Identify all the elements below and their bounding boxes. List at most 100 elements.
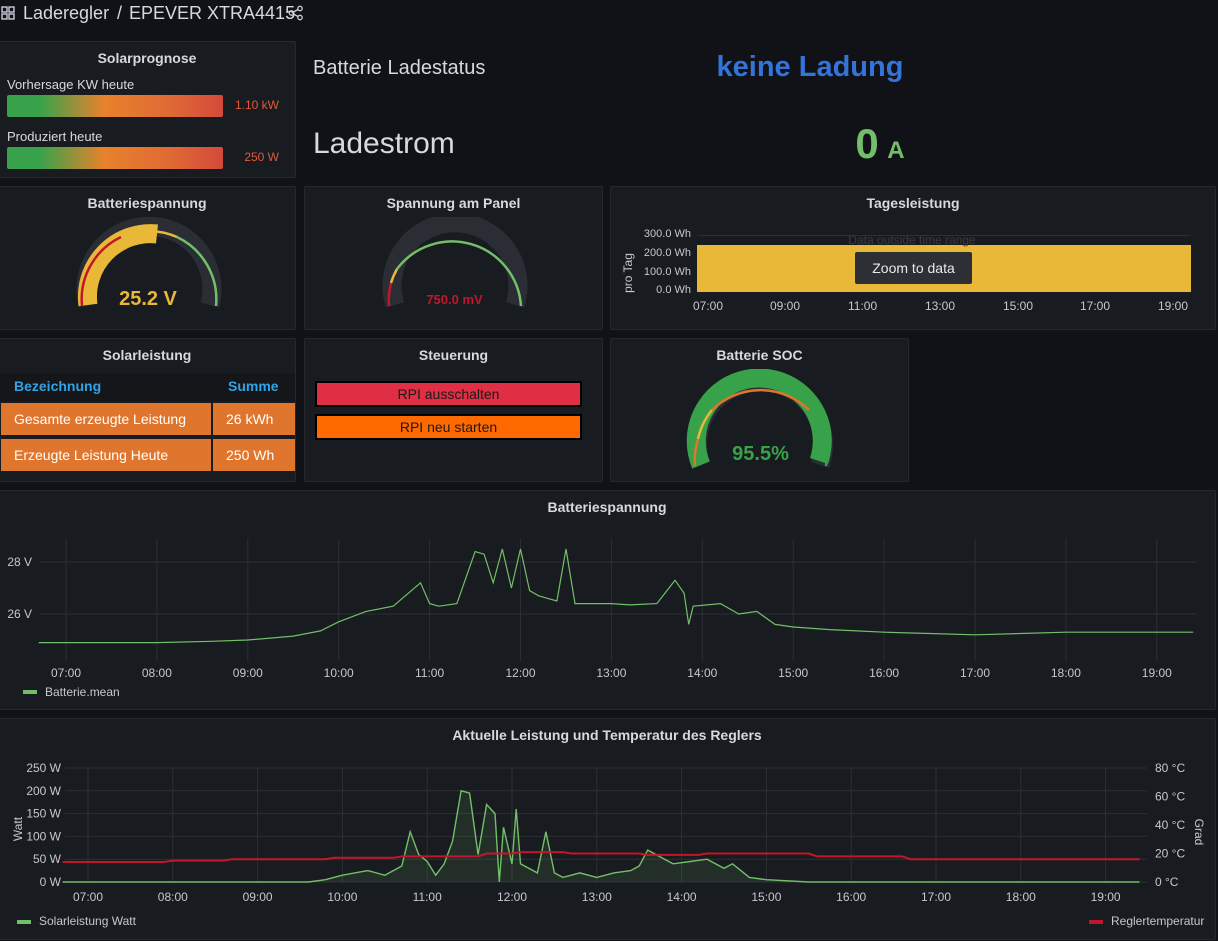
- share-icon[interactable]: [288, 5, 304, 21]
- x-tick: 14:00: [687, 666, 717, 680]
- rpi-shutdown-button[interactable]: RPI ausschalten: [315, 381, 582, 407]
- table-cell-name: Erzeugte Leistung Heute: [1, 439, 211, 471]
- forecast-bar: [7, 95, 223, 117]
- y-tick: 0 W: [40, 875, 62, 889]
- x-tick: 17:00: [921, 890, 951, 904]
- charge-status-value: keine Ladung: [716, 51, 904, 83]
- table-cell-name: Gesamte erzeugte Leistung: [1, 403, 211, 435]
- x-tick: 10:00: [327, 890, 357, 904]
- grid-line: [697, 235, 1191, 236]
- y-tick: 150 W: [26, 807, 61, 821]
- dashboard-grid-icon[interactable]: [1, 6, 15, 20]
- battery-voltage-chart: 07:00 08:00 09:00 10:00 11:00 12:00 13:00 14:00…: [7, 539, 1197, 680]
- battery-voltage-chart-panel: Batteriespannung 07:00 08:00 09:00 10:00 11:…: [0, 490, 1216, 710]
- x-tick: 09:00: [243, 890, 273, 904]
- x-tick: 14:00: [667, 890, 697, 904]
- x-tick: 08:00: [142, 666, 172, 680]
- x-tick: 19:00: [1142, 666, 1172, 680]
- y-tick: 300.0 Wh: [643, 228, 691, 240]
- panel-title: Tagesleistung: [866, 195, 960, 211]
- panel-title: Spannung am Panel: [386, 195, 521, 211]
- panel-voltage-gauge: [382, 217, 528, 308]
- panel-title: Solarleistung: [102, 347, 192, 363]
- charge-current-label: Ladestrom: [313, 127, 455, 160]
- current-number: 0: [855, 120, 879, 167]
- x-tick: 17:00: [1080, 299, 1111, 313]
- table-header: [0, 373, 295, 401]
- forecast-label: Vorhersage KW heute: [7, 77, 135, 92]
- column-header-name[interactable]: Bezeichnung: [14, 378, 102, 394]
- x-tick: 07:00: [693, 299, 724, 313]
- x-tick: 10:00: [324, 666, 354, 680]
- x-tick: 11:00: [415, 666, 444, 680]
- y-tick: 0.0 Wh: [656, 284, 691, 296]
- zoom-to-data-button[interactable]: Zoom to data: [855, 252, 972, 284]
- legend-swatch: [1089, 920, 1103, 924]
- x-tick: 15:00: [778, 666, 808, 680]
- x-tick: 12:00: [497, 890, 527, 904]
- charge-current-value: 0 A: [780, 120, 980, 168]
- legend-item[interactable]: Reglertemperatur: [1111, 914, 1205, 928]
- x-tick: 08:00: [158, 890, 188, 904]
- y2-tick: 20 °C: [1155, 847, 1185, 861]
- y2-tick: 0 °C: [1155, 875, 1179, 889]
- legend-item[interactable]: Solarleistung Watt: [39, 914, 136, 928]
- y-tick: 100.0 Wh: [643, 266, 691, 278]
- table-cell-value: 250 Wh: [213, 439, 295, 471]
- x-tick: 19:00: [1091, 890, 1121, 904]
- battery-soc-gauge-panel: Batterie SOC 95.5%: [610, 338, 909, 482]
- breadcrumb-folder[interactable]: Laderegler: [23, 3, 110, 23]
- battery-voltage-gauge: [76, 217, 222, 308]
- legend-item[interactable]: Batterie.mean: [45, 685, 120, 699]
- x-tick: 07:00: [73, 890, 103, 904]
- panel-title: Steuerung: [418, 347, 489, 363]
- x-tick: 16:00: [836, 890, 866, 904]
- battery-soc-value: 95.5%: [732, 443, 789, 465]
- x-tick: 13:00: [596, 666, 626, 680]
- produced-bar: [7, 147, 223, 169]
- y2-tick: 60 °C: [1155, 790, 1185, 804]
- y-tick: 100 W: [26, 829, 61, 843]
- y-axis-label-left: Watt: [11, 816, 25, 842]
- y-tick: 50 W: [33, 852, 62, 866]
- top-bar: Laderegler / EPEVER XTRA4415: [0, 0, 1218, 28]
- table-cell-value: 26 kWh: [213, 403, 295, 435]
- battery-voltage-value: 25.2 V: [119, 288, 177, 310]
- power-temperature-chart-panel: Aktuelle Leistung und Temperatur des Reg…: [0, 718, 1216, 940]
- solar-output-table-panel: Solarleistung Bezeichnung Summe Gesamte …: [0, 338, 296, 482]
- panel-voltage-gauge-panel: Spannung am Panel 750.0 mV: [304, 186, 603, 330]
- legend-swatch: [17, 920, 31, 924]
- rpi-restart-button[interactable]: RPI neu starten: [315, 414, 582, 440]
- dashboard-title[interactable]: EPEVER XTRA4415: [129, 3, 296, 23]
- y-axis-label-right: Grad: [1192, 818, 1206, 846]
- x-tick: 11:00: [413, 890, 442, 904]
- battery-soc-gauge: [686, 369, 833, 469]
- panel-title: Batteriespannung: [547, 499, 667, 515]
- y-tick: 250 W: [26, 761, 61, 775]
- x-tick: 18:00: [1006, 890, 1036, 904]
- x-tick: 13:00: [582, 890, 612, 904]
- legend-swatch: [23, 690, 37, 694]
- panel-title: Solarprognose: [97, 50, 197, 66]
- controller-temperature-line: [62, 851, 1140, 863]
- x-tick: 16:00: [869, 666, 899, 680]
- x-tick: 12:00: [505, 666, 535, 680]
- battery-voltage-line: [38, 548, 1194, 644]
- x-tick: 13:00: [925, 299, 956, 313]
- x-tick: 18:00: [1051, 666, 1081, 680]
- current-unit: A: [887, 137, 905, 164]
- charge-status-label: Batterie Ladestatus: [313, 57, 486, 79]
- x-tick: 15:00: [1003, 299, 1034, 313]
- battery-voltage-gauge-panel: Batteriespannung 25.2 V: [0, 186, 296, 330]
- panel-title: Batteriespannung: [87, 195, 207, 211]
- column-header-sum[interactable]: Summe: [228, 378, 279, 394]
- produced-value: 250 W: [244, 150, 279, 164]
- solarprognose-panel: Solarprognose Vorhersage KW heute 1.10 k…: [0, 41, 296, 178]
- produced-label: Produziert heute: [7, 129, 103, 144]
- y-tick: 26 V: [7, 607, 32, 621]
- y2-tick: 80 °C: [1155, 761, 1185, 775]
- x-tick: 19:00: [1158, 299, 1189, 313]
- breadcrumb-separator: /: [117, 3, 123, 23]
- daily-yield-panel: Tagesleistung pro Tag 300.0 Wh 200.0 Wh …: [610, 186, 1216, 330]
- y-tick: 28 V: [7, 555, 32, 569]
